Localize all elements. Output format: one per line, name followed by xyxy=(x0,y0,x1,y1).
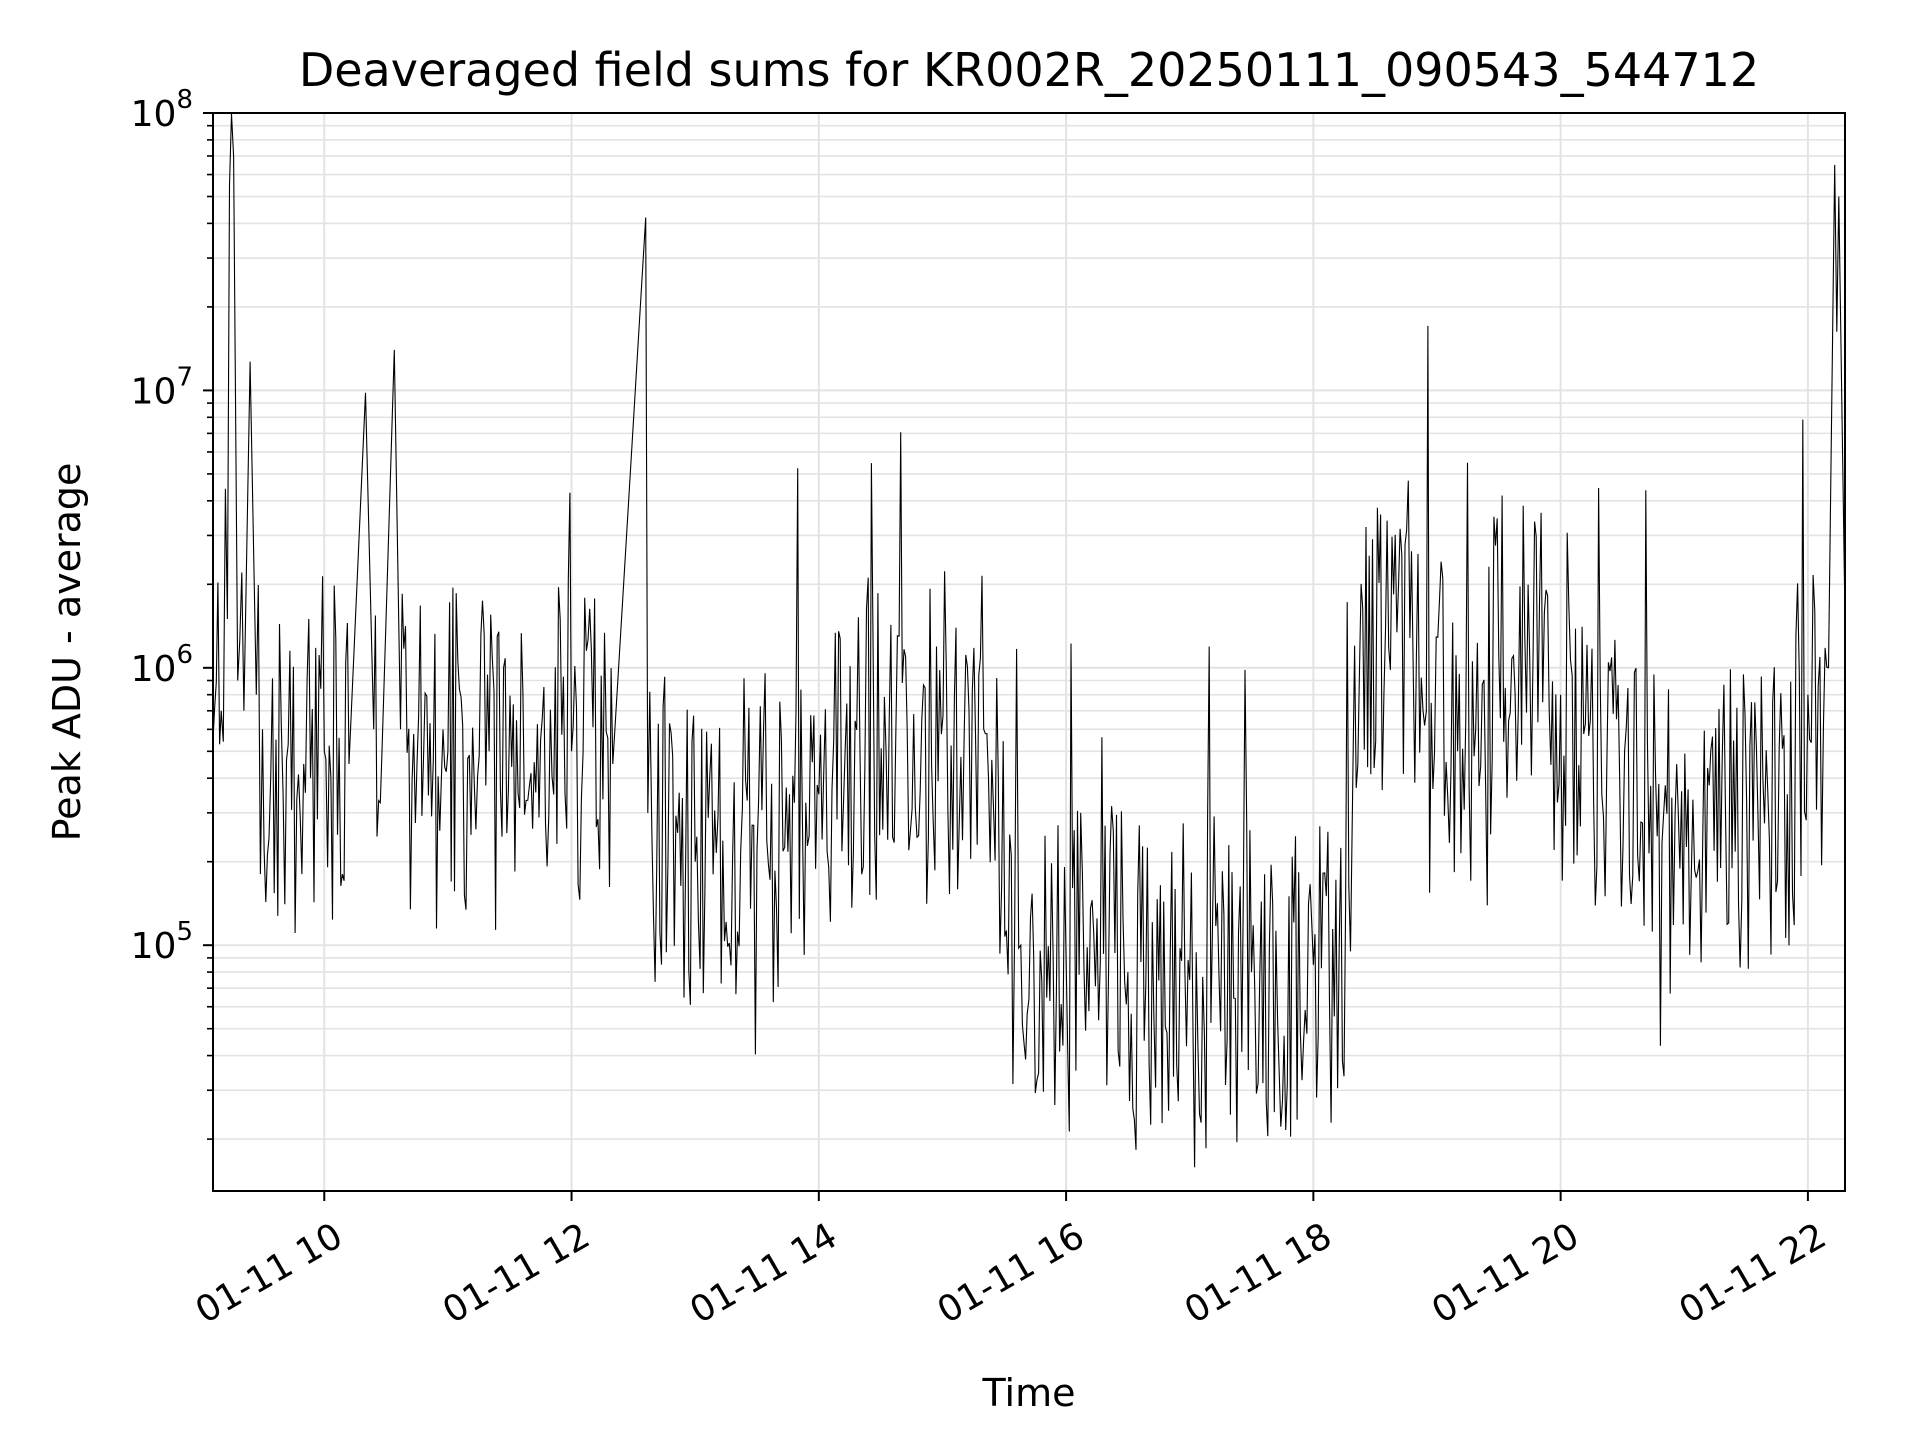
y-axis-label: Peak ADU - average xyxy=(45,463,89,842)
series-line xyxy=(212,113,1846,1168)
chart-title: Deaveraged field sums for KR002R_2025011… xyxy=(299,43,1759,97)
y-tick-label: 105 xyxy=(131,917,193,967)
y-tick-label: 106 xyxy=(131,640,193,690)
plot-frame xyxy=(212,112,1846,1192)
y-axis: 105 106 107 108 xyxy=(131,85,213,1140)
y-tick-label: 107 xyxy=(131,362,193,412)
x-axis-label: Time xyxy=(982,1371,1076,1415)
series-layer xyxy=(212,113,1846,1168)
y-tick-label: 108 xyxy=(131,85,193,135)
